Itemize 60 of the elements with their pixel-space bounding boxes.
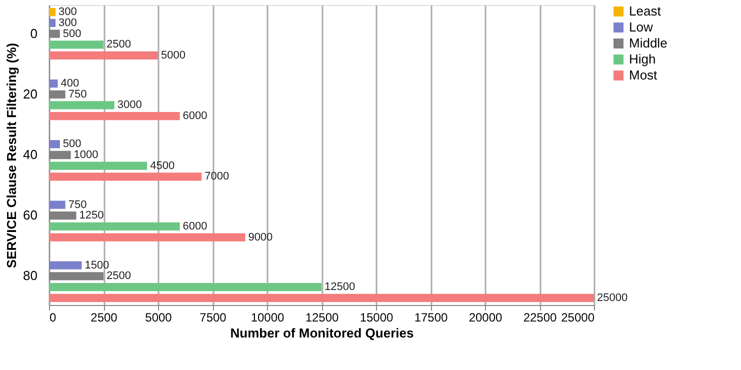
data-label: 25000 [597, 292, 628, 304]
data-label: 6000 [182, 110, 208, 122]
bar [49, 18, 56, 28]
bar [49, 112, 180, 120]
y-tick-label: 0 [30, 26, 38, 41]
x-tick-label: 25000 [561, 310, 595, 324]
bar [49, 101, 114, 110]
data-label: 1000 [74, 149, 98, 161]
bar [49, 162, 148, 170]
data-label: 6000 [182, 220, 208, 232]
data-label: 3000 [117, 99, 142, 112]
bar [49, 200, 66, 209]
legend-label: Most [629, 68, 658, 82]
legend-label: High [629, 52, 656, 66]
x-tick-label: 5000 [145, 310, 172, 324]
data-label: 1500 [84, 259, 110, 272]
y-tick-label: 40 [23, 147, 38, 162]
data-label: 300 [58, 16, 77, 29]
x-tick-label: 20000 [468, 310, 503, 324]
legend-label: Middle [629, 36, 668, 50]
x-tick-label: 17500 [414, 310, 448, 324]
x-tick-label: 2500 [90, 310, 118, 324]
data-label: 750 [68, 198, 87, 211]
y-tick-label: 60 [23, 208, 38, 223]
data-label: 750 [68, 88, 87, 100]
data-label: 2500 [106, 38, 131, 51]
data-label: 400 [60, 78, 80, 90]
x-tick-label: 7500 [200, 310, 227, 324]
bar [49, 140, 60, 148]
legend-label: Low [629, 20, 654, 34]
bar [49, 40, 104, 49]
bar [49, 294, 594, 302]
data-label: 2500 [106, 270, 131, 282]
x-tick-label: 15000 [360, 310, 394, 324]
x-tick-label: 12500 [305, 310, 340, 324]
y-axis-title: SERVICE Clause Result Filtering (%) [4, 42, 20, 268]
data-label: 300 [58, 6, 77, 18]
y-tick-label: 80 [23, 268, 38, 284]
x-tick-label: 0 [50, 310, 56, 324]
x-tick-label: 22500 [523, 310, 558, 324]
data-label: 5000 [161, 49, 186, 62]
data-label: 1250 [79, 210, 104, 222]
data-label: 4500 [150, 160, 175, 172]
data-label: 500 [62, 28, 82, 40]
data-label: 12500 [324, 281, 356, 294]
bar [49, 222, 180, 231]
data-label: 7000 [204, 170, 230, 183]
bar [49, 51, 158, 60]
bar [49, 8, 56, 16]
bar [49, 79, 58, 88]
bar [49, 282, 322, 292]
x-tick-label: 10000 [250, 310, 285, 324]
legend-label: Least [629, 4, 662, 18]
x-axis-title: Number of Monitored Queries [230, 326, 414, 340]
data-label: 500 [62, 138, 82, 150]
data-label: 9000 [248, 231, 273, 244]
bar [49, 261, 82, 270]
y-tick-label: 20 [23, 86, 38, 102]
bar [49, 233, 246, 242]
bar [49, 172, 202, 181]
